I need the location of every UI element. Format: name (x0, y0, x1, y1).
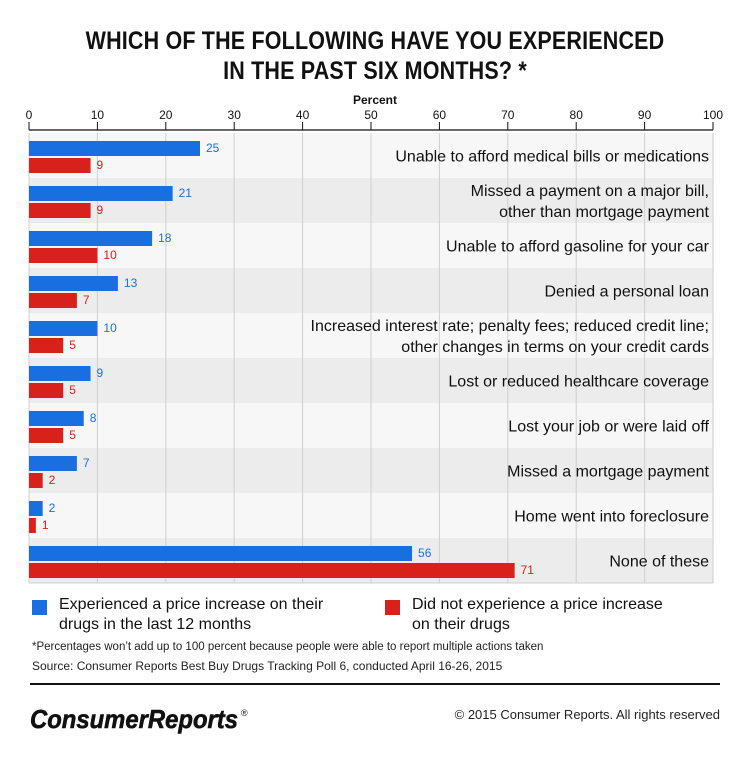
bar-series-a (29, 321, 98, 336)
category-label: other changes in terms on your credit ca… (401, 339, 709, 356)
x-tick-label: 60 (433, 108, 447, 122)
bar-series-b (29, 563, 515, 578)
data-label-series-a: 9 (97, 366, 104, 380)
x-tick-label: 10 (91, 108, 105, 122)
chart-title: WHICH OF THE FOLLOWING HAVE YOU EXPERIEN… (53, 26, 698, 86)
legend-label-a-line-2: drugs in the last 12 months (59, 616, 252, 633)
x-tick-label: 100 (703, 108, 723, 122)
x-tick-label: 50 (364, 108, 378, 122)
bar-series-a (29, 276, 118, 291)
category-label: Home went into foreclosure (514, 509, 709, 526)
bar-series-a (29, 231, 153, 246)
x-tick-label: 70 (501, 108, 515, 122)
bar-series-a (29, 501, 43, 516)
legend-swatch-blue (32, 600, 47, 615)
data-label-series-b: 7 (83, 293, 90, 307)
x-tick-label: 80 (570, 108, 584, 122)
data-label-series-a: 2 (49, 501, 56, 515)
footer-divider (30, 683, 720, 685)
x-axis-title: Percent (352, 93, 398, 107)
chart-title-line-1: WHICH OF THE FOLLOWING HAVE YOU EXPERIEN… (85, 27, 665, 55)
x-tick-label: 30 (228, 108, 242, 122)
category-label: Unable to afford gasoline for your car (446, 239, 710, 256)
bar-series-b (29, 383, 64, 398)
legend-swatch-red (385, 600, 400, 615)
data-label-series-b: 9 (97, 203, 104, 217)
bar-series-b (29, 293, 77, 308)
category-label: Denied a personal loan (544, 284, 709, 301)
legend-item-series-a: Experienced a price increase on their dr… (32, 595, 362, 635)
bar-series-b (29, 428, 64, 443)
data-label-series-b: 71 (521, 563, 535, 577)
category-label: None of these (609, 554, 709, 571)
x-tick-label: 20 (159, 108, 173, 122)
data-label-series-a: 25 (206, 141, 220, 155)
bar-series-b (29, 518, 36, 533)
category-label: other than mortgage payment (499, 204, 709, 221)
chart-title-line-2: IN THE PAST SIX MONTHS? * (223, 57, 527, 85)
bar-series-a (29, 456, 77, 471)
footnote: *Percentages won’t add up to 100 percent… (32, 641, 544, 653)
legend-item-series-b: Did not experience a price increase on t… (385, 595, 715, 635)
logo-wordmark: ConsumerReports (30, 704, 238, 734)
bar-series-b (29, 338, 64, 353)
data-label-series-b: 5 (69, 428, 76, 442)
bar-series-a (29, 411, 84, 426)
data-label-series-b: 1 (42, 518, 49, 532)
data-label-series-a: 7 (83, 456, 90, 470)
category-label: Increased interest rate; penalty fees; r… (311, 318, 709, 335)
bar-series-a (29, 141, 200, 156)
bar-series-b (29, 203, 91, 218)
consumer-reports-logo: ConsumerReports ® (30, 704, 248, 734)
legend-label-b-line-1: Did not experience a price increase (412, 596, 663, 613)
bar-series-a (29, 366, 91, 381)
data-label-series-a: 10 (103, 321, 117, 335)
category-label: Missed a payment on a major bill, (471, 183, 709, 200)
bar-series-a (29, 186, 173, 201)
legend-label-series-b: Did not experience a price increase on t… (412, 595, 663, 635)
legend-label-a-line-1: Experienced a price increase on their (59, 596, 324, 613)
data-label-series-a: 13 (124, 276, 138, 290)
data-label-series-b: 5 (69, 338, 76, 352)
x-tick-label: 90 (638, 108, 652, 122)
logo-registered-mark: ® (241, 708, 248, 718)
source-note: Source: Consumer Reports Best Buy Drugs … (32, 659, 503, 673)
data-label-series-b: 9 (97, 158, 104, 172)
bar-series-b (29, 158, 91, 173)
bar-series-b (29, 473, 43, 488)
x-tick-label: 40 (296, 108, 310, 122)
category-label: Lost or reduced healthcare coverage (448, 374, 709, 391)
data-label-series-a: 56 (418, 546, 432, 560)
data-label-series-b: 10 (103, 248, 117, 262)
x-tick-label: 0 (26, 108, 33, 122)
data-label-series-b: 5 (69, 383, 76, 397)
category-label: Missed a mortgage payment (507, 464, 709, 481)
data-label-series-b: 2 (49, 473, 56, 487)
data-label-series-a: 21 (179, 186, 193, 200)
category-label: Unable to afford medical bills or medica… (395, 149, 709, 166)
legend-label-b-line-2: on their drugs (412, 616, 510, 633)
copyright-notice: © 2015 Consumer Reports. All rights rese… (454, 707, 720, 722)
category-label: Lost your job or were laid off (508, 419, 709, 436)
data-label-series-a: 8 (90, 411, 97, 425)
data-label-series-a: 18 (158, 231, 172, 245)
bar-series-a (29, 546, 413, 561)
bar-series-b (29, 248, 98, 263)
legend-label-series-a: Experienced a price increase on their dr… (59, 595, 323, 635)
